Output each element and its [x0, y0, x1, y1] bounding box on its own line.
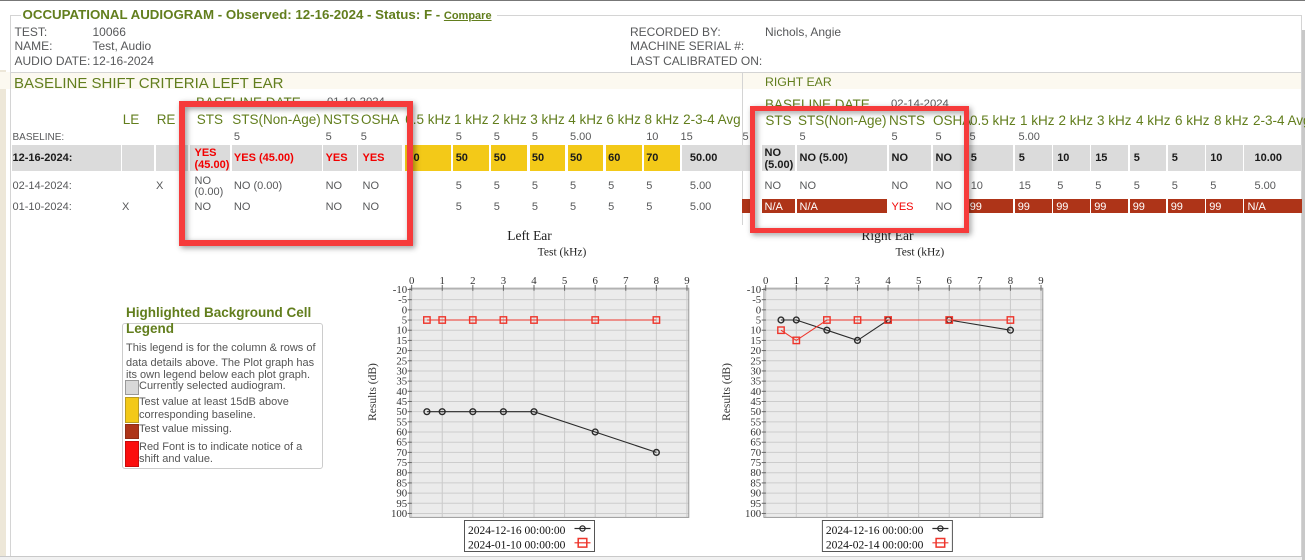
- svg-text:-5: -5: [398, 294, 407, 306]
- svg-text:2024-12-16 00:00:00: 2024-12-16 00:00:00: [468, 525, 566, 537]
- svg-text:95: 95: [750, 498, 761, 510]
- svg-text:25: 25: [750, 355, 761, 367]
- svg-text:Results (dB): Results (dB): [721, 363, 733, 421]
- svg-text:2024-01-10 00:00:00: 2024-01-10 00:00:00: [468, 540, 566, 552]
- svg-text:9: 9: [684, 275, 689, 287]
- svg-text:0: 0: [763, 275, 768, 287]
- svg-text:55: 55: [396, 416, 407, 428]
- svg-text:35: 35: [396, 376, 407, 388]
- svg-text:5: 5: [402, 315, 407, 327]
- svg-text:75: 75: [396, 457, 407, 469]
- svg-text:50: 50: [750, 406, 761, 418]
- svg-text:100: 100: [391, 508, 407, 520]
- svg-text:4: 4: [885, 275, 891, 287]
- svg-text:65: 65: [750, 437, 761, 449]
- svg-text:8: 8: [654, 275, 659, 287]
- svg-text:45: 45: [750, 396, 761, 408]
- svg-text:35: 35: [750, 376, 761, 388]
- svg-text:80: 80: [396, 467, 407, 479]
- svg-text:6: 6: [592, 275, 598, 287]
- svg-text:4: 4: [531, 275, 537, 287]
- svg-text:90: 90: [750, 488, 761, 500]
- svg-text:-5: -5: [752, 294, 761, 306]
- svg-text:90: 90: [396, 488, 407, 500]
- svg-text:2024-12-16 00:00:00: 2024-12-16 00:00:00: [826, 525, 924, 537]
- svg-text:15: 15: [750, 335, 761, 347]
- svg-text:10: 10: [750, 325, 761, 337]
- svg-text:30: 30: [750, 365, 761, 377]
- svg-text:60: 60: [750, 427, 761, 439]
- svg-text:80: 80: [750, 467, 761, 479]
- svg-text:15: 15: [396, 335, 407, 347]
- svg-text:55: 55: [750, 416, 761, 428]
- svg-text:85: 85: [750, 477, 761, 489]
- svg-text:2: 2: [824, 275, 829, 287]
- svg-text:2: 2: [470, 275, 475, 287]
- svg-text:Left Ear: Left Ear: [507, 228, 552, 243]
- svg-text:45: 45: [396, 396, 407, 408]
- svg-text:3: 3: [501, 275, 506, 287]
- svg-text:65: 65: [396, 437, 407, 449]
- svg-text:6: 6: [947, 275, 953, 287]
- svg-text:1: 1: [440, 275, 445, 287]
- svg-text:5: 5: [756, 315, 761, 327]
- svg-text:0: 0: [402, 304, 407, 316]
- svg-text:7: 7: [623, 275, 629, 287]
- svg-text:Results (dB): Results (dB): [367, 363, 379, 421]
- svg-text:5: 5: [562, 275, 567, 287]
- svg-text:50: 50: [396, 406, 407, 418]
- svg-text:40: 40: [396, 386, 407, 398]
- svg-text:1: 1: [794, 275, 799, 287]
- svg-text:95: 95: [396, 498, 407, 510]
- svg-text:10: 10: [396, 325, 407, 337]
- svg-text:30: 30: [396, 365, 407, 377]
- svg-text:20: 20: [750, 345, 761, 357]
- svg-text:75: 75: [750, 457, 761, 469]
- svg-text:40: 40: [750, 386, 761, 398]
- svg-text:Test (kHz): Test (kHz): [538, 247, 587, 259]
- svg-text:70: 70: [396, 447, 407, 459]
- svg-text:70: 70: [750, 447, 761, 459]
- svg-text:85: 85: [396, 477, 407, 489]
- svg-text:25: 25: [396, 355, 407, 367]
- svg-text:100: 100: [745, 508, 761, 520]
- svg-text:0: 0: [756, 304, 761, 316]
- svg-text:5: 5: [916, 275, 921, 287]
- svg-text:0: 0: [409, 275, 414, 287]
- svg-text:8: 8: [1008, 275, 1013, 287]
- svg-text:Test (kHz): Test (kHz): [896, 247, 945, 259]
- svg-text:-10: -10: [393, 284, 407, 296]
- svg-text:20: 20: [396, 345, 407, 357]
- svg-text:9: 9: [1038, 275, 1043, 287]
- svg-text:7: 7: [977, 275, 983, 287]
- svg-text:-10: -10: [747, 284, 761, 296]
- svg-text:60: 60: [396, 427, 407, 439]
- svg-text:3: 3: [855, 275, 860, 287]
- svg-text:2024-02-14 00:00:00: 2024-02-14 00:00:00: [826, 540, 924, 552]
